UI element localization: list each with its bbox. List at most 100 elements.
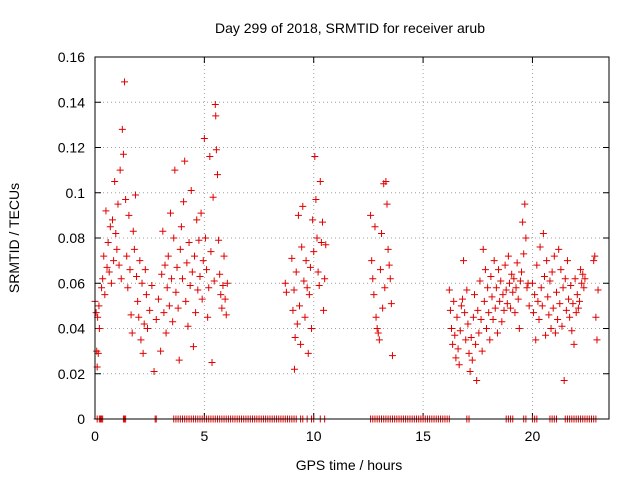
data-point	[99, 275, 107, 283]
data-point	[112, 229, 120, 237]
data-point	[102, 207, 110, 215]
data-point	[180, 198, 188, 206]
data-point	[129, 227, 137, 235]
x-tick-label: 10	[306, 428, 322, 444]
data-point	[103, 263, 111, 271]
data-point	[291, 334, 299, 342]
data-point	[500, 306, 508, 314]
data-point	[163, 284, 171, 292]
data-point	[485, 309, 493, 317]
data-point	[123, 252, 131, 260]
data-point	[499, 291, 507, 299]
y-ticks: 0 0.02 0.04 0.06 0.08 0.1 0.12 0.14 0.16	[58, 49, 609, 427]
data-point	[189, 343, 197, 351]
data-point	[543, 257, 551, 265]
data-point	[449, 340, 457, 348]
data-point	[464, 320, 472, 328]
data-point	[191, 252, 199, 260]
data-point	[105, 268, 113, 276]
data-point	[575, 297, 583, 305]
data-point	[205, 284, 213, 292]
data-point	[491, 304, 499, 312]
data-point	[525, 302, 533, 310]
data-point	[172, 288, 180, 296]
data-point	[376, 266, 384, 274]
data-point	[183, 259, 191, 267]
data-point	[556, 300, 564, 308]
data-point	[199, 257, 207, 265]
data-point	[201, 234, 209, 242]
y-tick-label: 0.04	[58, 321, 85, 337]
data-point	[317, 239, 325, 247]
data-point	[553, 288, 561, 296]
data-point	[299, 202, 307, 210]
data-point	[484, 284, 492, 292]
data-point	[100, 252, 108, 260]
data-point	[117, 275, 125, 283]
data-point	[290, 286, 298, 294]
data-point	[592, 313, 600, 321]
data-point	[455, 361, 463, 369]
data-point	[98, 284, 106, 292]
data-point	[169, 318, 177, 326]
data-point	[542, 331, 550, 339]
data-point	[570, 340, 578, 348]
data-point	[166, 209, 174, 217]
data-point	[550, 252, 558, 260]
data-point	[487, 272, 495, 280]
data-point	[513, 259, 521, 267]
data-point	[116, 166, 124, 174]
data-point	[288, 254, 296, 262]
data-point	[111, 177, 119, 185]
data-point	[212, 112, 220, 120]
data-point	[561, 275, 569, 283]
data-point	[388, 352, 396, 360]
data-point	[206, 153, 214, 161]
data-point	[178, 275, 186, 283]
data-point	[158, 270, 166, 278]
data-point	[456, 327, 464, 335]
data-point	[115, 261, 123, 269]
data-point	[204, 313, 212, 321]
data-point	[544, 293, 552, 301]
data-point	[148, 282, 156, 290]
data-point	[134, 297, 142, 305]
data-point	[113, 245, 121, 253]
data-point	[182, 297, 190, 305]
data-point	[483, 325, 491, 332]
data-point	[212, 146, 220, 154]
data-point	[135, 313, 143, 321]
data-point	[194, 286, 202, 294]
data-point	[321, 275, 329, 283]
data-point	[186, 282, 194, 290]
data-point	[579, 270, 587, 278]
data-point	[294, 211, 302, 219]
data-point	[466, 367, 474, 375]
data-point	[463, 286, 471, 294]
data-point	[467, 334, 475, 342]
data-point	[590, 257, 598, 265]
data-point	[128, 329, 136, 337]
data-point	[140, 320, 148, 328]
data-point	[209, 193, 217, 201]
data-point	[504, 252, 512, 260]
y-tick-label: 0	[77, 411, 85, 427]
data-point	[557, 266, 565, 274]
plot-frame	[94, 56, 610, 420]
x-tick-label: 0	[91, 428, 99, 444]
data-point	[375, 336, 383, 344]
data-point	[217, 291, 225, 299]
data-point	[146, 306, 154, 314]
data-point	[173, 263, 181, 271]
data-point	[292, 268, 300, 276]
data-point	[218, 304, 226, 312]
data-point	[119, 150, 127, 158]
data-point	[516, 277, 524, 285]
data-point	[374, 329, 382, 337]
data-point	[124, 284, 132, 292]
x-tick-label: 20	[525, 428, 541, 444]
data-point	[315, 282, 323, 290]
data-point	[496, 297, 504, 305]
data-point	[368, 257, 376, 265]
data-point	[303, 284, 311, 292]
